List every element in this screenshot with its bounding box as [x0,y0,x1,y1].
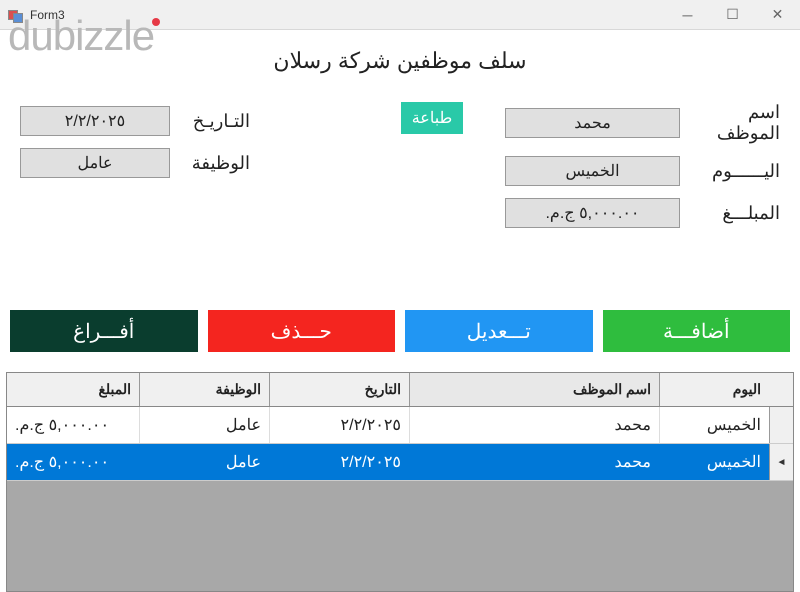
label-job: الوظيفة [170,153,250,174]
cell-name[interactable]: محمد [409,444,659,480]
row-header: ◄ [769,444,793,480]
label-date: التـاريـخ [170,111,250,132]
cell-name[interactable]: محمد [409,407,659,443]
table-row[interactable]: ◄الخميسمحمد٢/٢/٢٠٢٥عامل٥,٠٠٠.٠٠ ج.م. [7,444,793,481]
watermark-logo: dubizzle [8,12,160,60]
header-day[interactable]: اليوم [659,373,769,406]
cell-amount[interactable]: ٥,٠٠٠.٠٠ ج.م. [7,444,139,480]
table-row[interactable]: الخميسمحمد٢/٢/٢٠٢٥عامل٥,٠٠٠.٠٠ ج.م. [7,407,793,444]
cell-date[interactable]: ٢/٢/٢٠٢٥ [269,407,409,443]
cell-day[interactable]: الخميس [659,444,769,480]
add-button[interactable]: أضافـــة [603,310,791,352]
data-grid[interactable]: اليوم اسم الموظف التاريخ الوظيفة المبلغ … [6,372,794,592]
grid-header-row: اليوم اسم الموظف التاريخ الوظيفة المبلغ [7,373,793,407]
cell-day[interactable]: الخميس [659,407,769,443]
label-employee: اسم الموظف [680,102,780,144]
header-amount[interactable]: المبلغ [7,373,139,406]
header-date[interactable]: التاريخ [269,373,409,406]
header-name[interactable]: اسم الموظف [409,373,659,406]
minimize-button[interactable]: ─ [665,0,710,30]
print-button[interactable]: طباعة [401,102,463,134]
cell-job[interactable]: عامل [139,407,269,443]
label-day: اليــــــوم [680,161,780,182]
cell-date[interactable]: ٢/٢/٢٠٢٥ [269,444,409,480]
date-input[interactable]: ٢/٢/٢٠٢٥ [20,106,170,136]
close-button[interactable]: ✕ [755,0,800,30]
header-job[interactable]: الوظيفة [139,373,269,406]
job-input[interactable]: عامل [20,148,170,178]
cell-job[interactable]: عامل [139,444,269,480]
clear-button[interactable]: أفـــراغ [10,310,198,352]
grid-empty-area [7,481,793,591]
row-header [769,407,793,443]
amount-input[interactable]: ٥,٠٠٠.٠٠ ج.م. [505,198,680,228]
grid-corner [769,373,793,406]
day-input[interactable]: الخميس [505,156,680,186]
maximize-button[interactable]: ☐ [710,0,755,30]
label-amount: المبلـــغ [680,203,780,224]
employee-input[interactable]: محمد [505,108,680,138]
edit-button[interactable]: تـــعديل [405,310,593,352]
cell-amount[interactable]: ٥,٠٠٠.٠٠ ج.م. [7,407,139,443]
delete-button[interactable]: حـــذف [208,310,396,352]
